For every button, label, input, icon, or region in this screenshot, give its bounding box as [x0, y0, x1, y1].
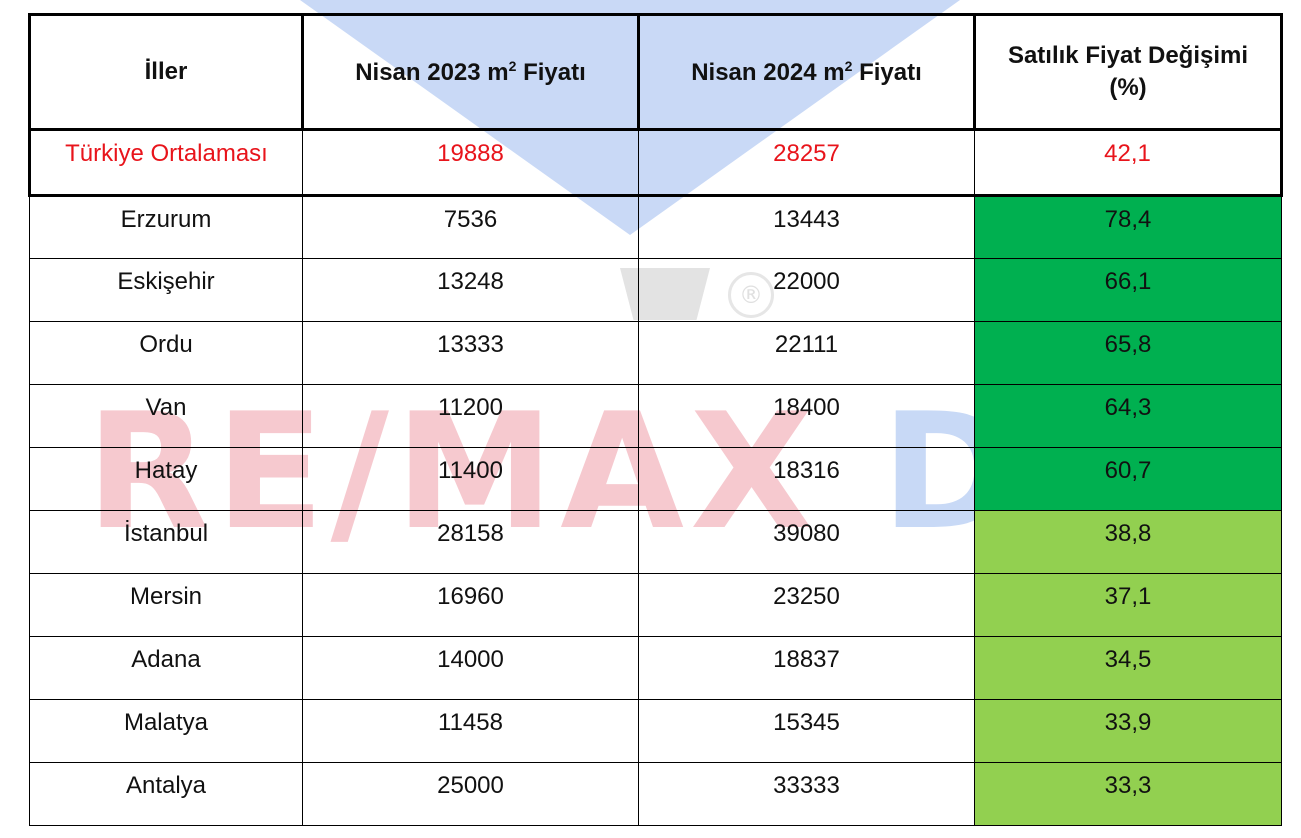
price-change-cell: 60,7 — [974, 447, 1282, 511]
table-row: Ordu 13333 22111 65,8 — [29, 321, 1282, 385]
average-price-2023: 19888 — [302, 128, 639, 197]
province-name-cell: Eskişehir — [29, 258, 303, 322]
table-row: İstanbul 28158 39080 38,8 — [29, 510, 1282, 574]
price-2024-cell: 23250 — [638, 573, 975, 637]
province-name-cell: Erzurum — [29, 195, 303, 259]
province-name-cell: Antalya — [29, 762, 303, 826]
price-2024-cell: 13443 — [638, 195, 975, 259]
table-row: Van 11200 18400 64,3 — [29, 384, 1282, 448]
price-2023-cell: 11458 — [302, 699, 639, 763]
average-name: Türkiye Ortalaması — [28, 128, 303, 197]
province-name-cell: Adana — [29, 636, 303, 700]
province-name-cell: Malatya — [29, 699, 303, 763]
table-row: Adana 14000 18837 34,5 — [29, 636, 1282, 700]
price-change-cell: 34,5 — [974, 636, 1282, 700]
price-2023-cell: 11400 — [302, 447, 639, 511]
price-change-cell: 65,8 — [974, 321, 1282, 385]
table-row: Antalya 25000 33333 33,3 — [29, 762, 1282, 826]
price-2023-cell: 28158 — [302, 510, 639, 574]
price-2023-cell: 7536 — [302, 195, 639, 259]
header-price-2023: Nisan 2023 m2 Fiyatı — [301, 13, 640, 131]
price-2024-cell: 33333 — [638, 762, 975, 826]
header-price-2024: Nisan 2024 m2 Fiyatı — [637, 13, 976, 131]
price-2023-cell: 14000 — [302, 636, 639, 700]
price-2024-cell: 15345 — [638, 699, 975, 763]
price-2024-cell: 18837 — [638, 636, 975, 700]
table-row: Mersin 16960 23250 37,1 — [29, 573, 1282, 637]
province-name-cell: Hatay — [29, 447, 303, 511]
price-change-cell: 33,9 — [974, 699, 1282, 763]
header-provinces: İller — [28, 13, 304, 131]
price-change-cell: 37,1 — [974, 573, 1282, 637]
price-2023-cell: 16960 — [302, 573, 639, 637]
average-price-2024: 28257 — [638, 128, 975, 197]
price-2023-cell: 13248 — [302, 258, 639, 322]
header-price-change: Satılık Fiyat Değişimi (%) — [973, 13, 1283, 131]
header-row: İller Nisan 2023 m2 Fiyatı Nisan 2024 m2… — [28, 13, 1283, 131]
price-2024-cell: 22111 — [638, 321, 975, 385]
average-change: 42,1 — [974, 128, 1283, 197]
price-change-cell: 33,3 — [974, 762, 1282, 826]
price-2024-cell: 39080 — [638, 510, 975, 574]
price-2023-cell: 25000 — [302, 762, 639, 826]
price-2023-cell: 13333 — [302, 321, 639, 385]
price-2024-cell: 22000 — [638, 258, 975, 322]
price-change-cell: 38,8 — [974, 510, 1282, 574]
province-name-cell: Mersin — [29, 573, 303, 637]
table-row: Malatya 11458 15345 33,9 — [29, 699, 1282, 763]
price-change-cell: 64,3 — [974, 384, 1282, 448]
table-row: Hatay 11400 18316 60,7 — [29, 447, 1282, 511]
price-2024-cell: 18316 — [638, 447, 975, 511]
table-row: Erzurum 7536 13443 78,4 — [29, 195, 1282, 259]
province-name-cell: Van — [29, 384, 303, 448]
price-change-table: İller Nisan 2023 m2 Fiyatı Nisan 2024 m2… — [28, 13, 1283, 826]
price-2023-cell: 11200 — [302, 384, 639, 448]
province-name-cell: İstanbul — [29, 510, 303, 574]
table-row: Eskişehir 13248 22000 66,1 — [29, 258, 1282, 322]
price-change-cell: 66,1 — [974, 258, 1282, 322]
province-name-cell: Ordu — [29, 321, 303, 385]
price-change-cell: 78,4 — [974, 195, 1282, 259]
price-2024-cell: 18400 — [638, 384, 975, 448]
average-row: Türkiye Ortalaması 19888 28257 42,1 — [28, 128, 1283, 197]
